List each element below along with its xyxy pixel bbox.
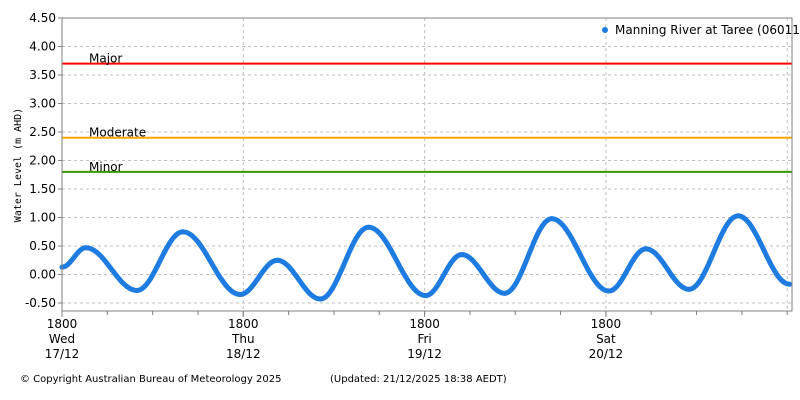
data-point	[317, 296, 323, 302]
x-tick-label-hour: 1800	[228, 317, 259, 331]
copyright: © Copyright Australian Bureau of Meteoro…	[20, 374, 282, 385]
y-tick-label: 3.00	[29, 97, 56, 111]
axes: 4.50 4.00 3.50 3.00 2.50 2.00 1.50 1.00 0.50 0.00…	[25, 11, 793, 361]
threshold-label-minor: Minor	[89, 160, 123, 174]
plot-area	[62, 18, 792, 311]
data-point	[606, 288, 612, 294]
x-tick-label-day: Sat	[596, 332, 616, 346]
threshold-label-moderate: Moderate	[89, 126, 146, 140]
x-tick-label-date: 20/12	[589, 347, 624, 361]
data-point	[502, 290, 508, 296]
x-tick-label-hour: 1800	[591, 317, 622, 331]
data-point	[643, 246, 649, 252]
data-point	[549, 216, 555, 222]
x-tick-label-hour: 1800	[47, 317, 78, 331]
y-tick-label: 3.50	[29, 68, 56, 82]
y-axis-label: Water Level (m AHD)	[13, 108, 24, 222]
legend-label: Manning River at Taree (060119)	[615, 23, 800, 37]
data-point	[735, 213, 741, 219]
y-tick-label: 1.00	[29, 211, 56, 225]
data-point	[366, 224, 372, 230]
y-tick-label: 0.00	[29, 268, 56, 282]
data-point	[686, 286, 692, 292]
x-tick-label-day: Fri	[417, 332, 431, 346]
series	[59, 213, 792, 302]
y-tick-label: 1.50	[29, 182, 56, 196]
water-level-chart: Major Moderate Minor 4.50 4.00 3.50 3.00 2.50 2…	[13, 11, 800, 361]
y-tick-label: -0.50	[25, 296, 56, 310]
x-tick-label-date: 17/12	[45, 347, 80, 361]
updated-time: (Updated: 21/12/2025 18:38 AEDT)	[330, 374, 507, 385]
x-tick-label-date: 19/12	[407, 347, 442, 361]
x-tick-label-day: Thu	[231, 332, 255, 346]
threshold-label-major: Major	[89, 52, 122, 66]
x-tick-label-day: Wed	[49, 332, 75, 346]
x-tick-label-date: 18/12	[226, 347, 261, 361]
y-tick-label: 2.00	[29, 154, 56, 168]
data-point	[237, 291, 243, 297]
data-point	[274, 257, 280, 263]
data-point	[786, 281, 792, 287]
data-point	[134, 287, 140, 293]
grid	[62, 17, 792, 311]
flood-thresholds: Major Moderate Minor	[62, 52, 792, 174]
data-point	[423, 293, 429, 299]
x-tick-label-hour: 1800	[409, 317, 440, 331]
y-tick-label: 2.50	[29, 125, 56, 139]
data-point	[180, 229, 186, 235]
y-tick-label: 0.50	[29, 239, 56, 253]
y-tick-label: 4.00	[29, 40, 56, 54]
y-tick-label: 4.50	[29, 11, 56, 25]
legend-marker	[602, 27, 608, 33]
legend: Manning River at Taree (060119)	[602, 23, 800, 37]
data-point	[83, 245, 89, 251]
data-point	[459, 252, 465, 258]
plot-border	[61, 17, 793, 312]
